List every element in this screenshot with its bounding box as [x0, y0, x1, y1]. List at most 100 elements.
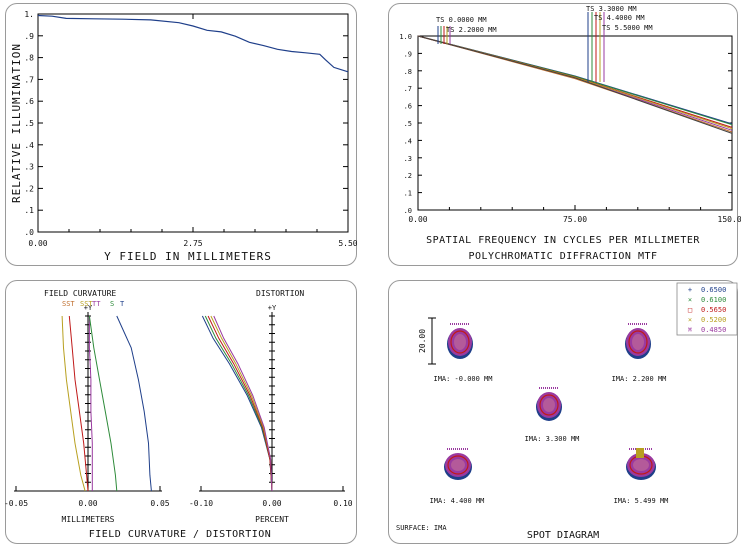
fc-legend-label: S [110, 300, 114, 308]
fc-x-tick-label: 0.05 [150, 499, 169, 508]
ri-y-tick-label: .5 [24, 119, 34, 128]
dist-series-line [213, 315, 273, 492]
dist-x-tick-label: 0.00 [262, 499, 281, 508]
spot-legend-symbol: □ [688, 306, 692, 314]
fc-x-tick-label: 0.00 [78, 499, 97, 508]
mtf-y-tick-label: .1 [404, 190, 412, 198]
spot-legend-value: 0.6500 [701, 286, 726, 294]
mtf-x-tick-label: 75.00 [563, 215, 587, 224]
mtf-legend-label: TS 0.0000 MM [436, 16, 487, 24]
dist-series-line [207, 315, 273, 492]
mtf-series-line [417, 35, 733, 134]
fc-title: FIELD CURVATURE [44, 289, 116, 298]
spot-red-ring [447, 455, 469, 475]
mtf-y-tick-label: .9 [404, 50, 412, 58]
mtf-legend-label: TS 2.2000 MM [446, 26, 497, 34]
spot-legend-symbol: ⌘ [688, 326, 692, 334]
mtf-y-tick-label: .7 [404, 85, 412, 93]
spot-field-label-2: IMA: 2.200 MM [612, 375, 667, 383]
spot-legend-value: 0.6100 [701, 296, 726, 304]
field-curvature-panel [5, 280, 357, 544]
fc-series-line [116, 315, 152, 492]
fc-legend-label: TT [92, 300, 101, 308]
ri-y-tick-label: .1 [24, 206, 34, 215]
mtf-title: POLYCHROMATIC DIFFRACTION MTF [468, 251, 657, 262]
mtf-x-tick-label: 0.00 [408, 215, 427, 224]
spot-legend-value: 0.4850 [701, 326, 726, 334]
ri-y-tick-label: .4 [24, 141, 34, 150]
spot-red-ring [539, 394, 559, 416]
spot-legend-symbol: × [688, 316, 692, 324]
relative-illumination-panel [5, 3, 357, 266]
spot-title: SPOT DIAGRAM [527, 530, 599, 541]
spot-core [543, 398, 555, 412]
ri-x-tick-label: 5.50 [338, 239, 357, 248]
fc-series-line [68, 315, 89, 492]
spot-legend-value: 0.5650 [701, 306, 726, 314]
dist-xlabel: PERCENT [255, 515, 289, 524]
ri-xlabel: Y FIELD IN MILLIMETERS [104, 250, 272, 263]
spot-red-ring [628, 330, 648, 354]
spot-legend-symbol: + [688, 286, 692, 294]
fc-axis-label: +Y [84, 304, 93, 312]
dist-x-tick-label: -0.10 [189, 499, 213, 508]
ri-y-tick-label: .2 [24, 184, 34, 193]
ri-x-tick-label: 0.00 [28, 239, 47, 248]
spot-red-ring [450, 330, 470, 354]
spot-surface-label: SURFACE: IMA [396, 524, 447, 532]
mtf-y-tick-label: 1.0 [399, 33, 412, 41]
mtf-y-tick-label: .0 [404, 207, 412, 215]
mtf-legend-label: TS 5.5000 MM [602, 24, 653, 32]
dist-x-tick-label: 0.10 [333, 499, 352, 508]
mtf-panel [388, 3, 738, 266]
fc-bottom-title: FIELD CURVATURE / DISTORTION [89, 529, 272, 540]
spot-blob [536, 387, 562, 421]
ri-y-tick-label: .0 [24, 228, 34, 237]
fc-series-line [61, 315, 86, 492]
ri-y-tick-label: .3 [24, 163, 34, 172]
spot-field-label-5: IMA: 5.499 MM [614, 497, 669, 505]
spot-legend-box [676, 282, 738, 336]
spot-core [632, 334, 644, 350]
ri-y-tick-label: .8 [24, 54, 34, 63]
spot-scale-label: 20.00 [418, 329, 427, 353]
spot-field-label-4: IMA: 4.400 MM [430, 497, 485, 505]
mtf-x-tick-label: 150.00 [718, 215, 741, 224]
mtf-legend-label: TS 3.3000 MM [586, 5, 637, 13]
mtf-y-tick-label: .2 [404, 172, 412, 180]
fc-legend-label: SST [62, 300, 75, 308]
spot-blob [447, 323, 473, 359]
mtf-y-tick-label: .5 [404, 120, 412, 128]
spot-blob [625, 323, 651, 359]
mtf-xlabel: SPATIAL FREQUENCY IN CYCLES PER MILLIMET… [426, 235, 700, 246]
fc-x-tick-label: -0.05 [4, 499, 28, 508]
ri-y-tick-label: .6 [24, 97, 34, 106]
mtf-y-tick-label: .3 [404, 155, 412, 163]
ri-ylabel: RELATIVE ILLUMINATION [10, 43, 23, 203]
mtf-y-tick-label: .4 [404, 137, 412, 145]
spot-legend-value: 0.5200 [701, 316, 726, 324]
ri-series-line [37, 14, 349, 73]
ri-y-tick-label: .9 [24, 32, 34, 41]
fc-xlabel: MILLIMETERS [62, 515, 115, 524]
spot-blob [626, 448, 656, 480]
fc-legend-label: SST [80, 300, 93, 308]
dist-title: DISTORTION [256, 289, 304, 298]
ri-x-tick-label: 2.75 [183, 239, 202, 248]
fc-series-line [88, 316, 93, 491]
spot-core [454, 334, 466, 350]
ri-y-tick-label: 1. [24, 10, 34, 19]
spot-core [451, 459, 465, 471]
mtf-legend-label: TS 4.4000 MM [594, 14, 645, 22]
fc-series-line [88, 315, 118, 492]
mtf-y-tick-label: .8 [404, 68, 412, 76]
spot-legend-symbol: × [688, 296, 692, 304]
dist-axis-label: +Y [268, 304, 277, 312]
fc-legend-label: T [120, 300, 125, 308]
mtf-y-tick-label: .6 [404, 103, 412, 111]
spot-yellow-patch [636, 448, 644, 458]
spot-core [633, 459, 649, 471]
